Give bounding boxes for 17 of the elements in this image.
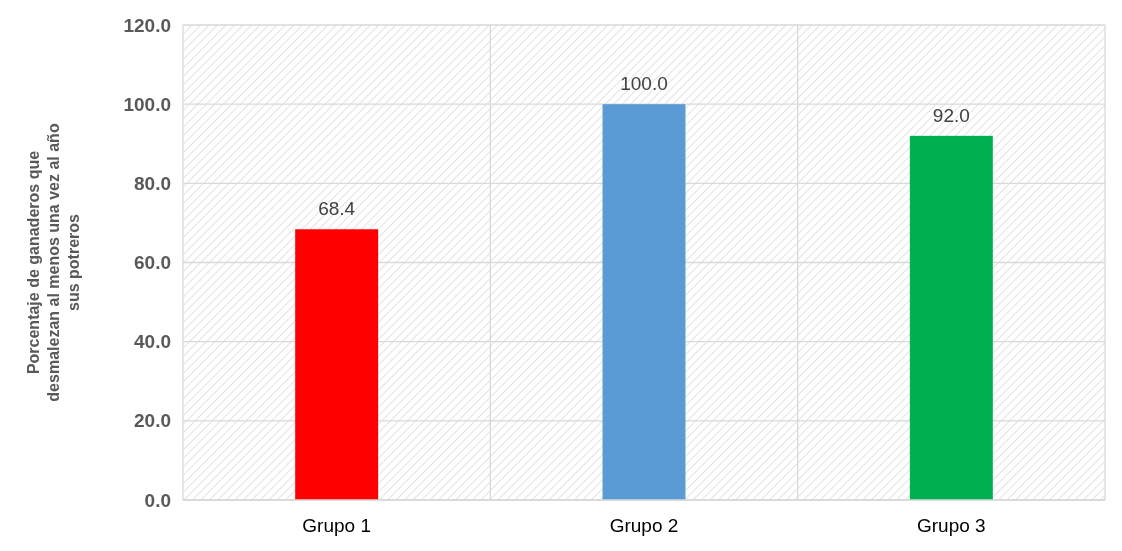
x-tick-label: Grupo 1 bbox=[302, 515, 371, 536]
y-axis-title: Porcentaje de ganaderos que desmalezan al menos una vez al año sus potreros bbox=[24, 123, 82, 402]
y-tick-label: 120.0 bbox=[123, 14, 171, 36]
y-tick-label: 60.0 bbox=[134, 252, 171, 274]
data-label: 92.0 bbox=[932, 104, 970, 126]
data-label: 68.4 bbox=[318, 198, 356, 220]
y-tick-label: 40.0 bbox=[134, 331, 171, 353]
x-tick-label: Grupo 2 bbox=[609, 515, 679, 536]
y-tick-label: 80.0 bbox=[134, 172, 171, 194]
y-tick-label: 20.0 bbox=[134, 410, 171, 432]
x-tick-label: Grupo 3 bbox=[917, 515, 986, 536]
y-tick-label: 0.0 bbox=[144, 489, 171, 511]
bar bbox=[909, 135, 993, 500]
bar bbox=[295, 229, 379, 500]
data-label: 100.0 bbox=[620, 73, 668, 95]
y-tick-label: 100.0 bbox=[123, 93, 171, 115]
bar bbox=[602, 104, 686, 500]
